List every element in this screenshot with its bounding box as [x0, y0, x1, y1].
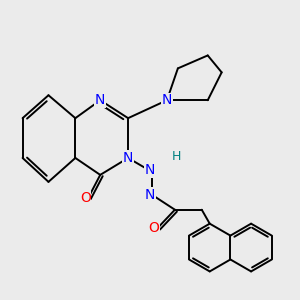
- Text: H: H: [172, 151, 182, 164]
- Text: N: N: [162, 93, 172, 107]
- Text: O: O: [148, 220, 159, 235]
- Text: O: O: [80, 191, 91, 205]
- Text: N: N: [145, 163, 155, 177]
- Text: N: N: [123, 151, 133, 165]
- Text: N: N: [95, 93, 105, 107]
- Text: N: N: [145, 188, 155, 202]
